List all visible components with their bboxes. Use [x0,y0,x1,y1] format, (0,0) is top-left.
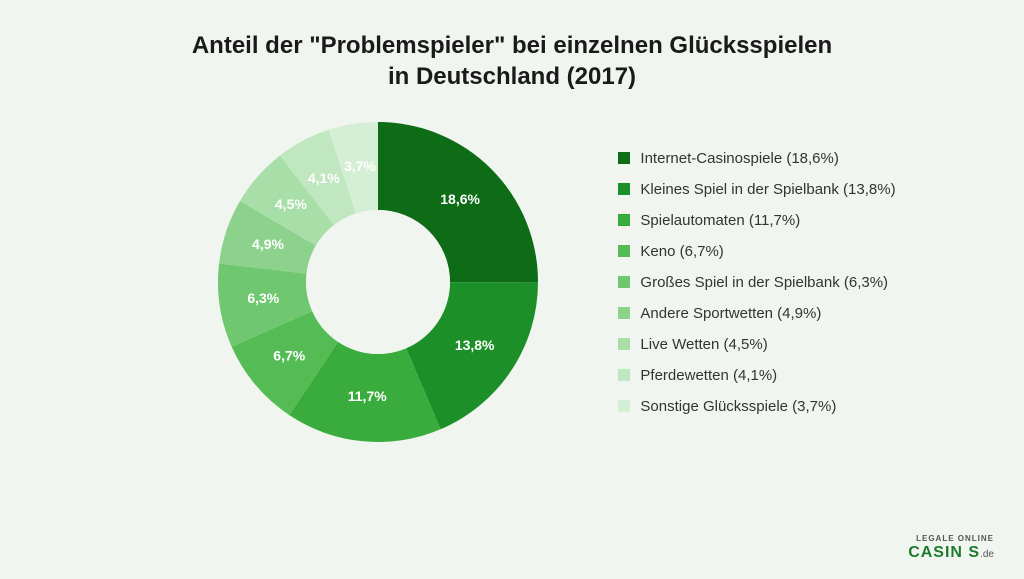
slice-label: 18,6% [441,191,481,207]
slice-label: 4,9% [252,236,284,252]
brand-suffix: .de [980,549,994,560]
donut-chart: 18,6% 13,8% 11,7% 6,7% 6,3% 4,9% 4,5%4,1%3,7% [208,112,548,452]
donut-hole [306,210,450,354]
legend: Internet-Casinospiele (18,6%) Kleines Spi… [618,150,895,415]
brand-logo: LEGALE ONLINE CASIN S.de [908,535,994,561]
slice-label: 3,7% [344,158,376,174]
legend-item: Andere Sportwetten (4,9%) [618,305,895,322]
legend-label: Andere Sportwetten (4,9%) [640,305,821,322]
title-line-1: Anteil der "Problemspieler" bei einzelne… [0,30,1024,61]
legend-swatch [618,183,630,195]
legend-swatch [618,369,630,381]
legend-item: Pferdewetten (4,1%) [618,367,895,384]
legend-item: Spielautomaten (11,7%) [618,212,895,229]
legend-item: Großes Spiel in der Spielbank (6,3%) [618,274,895,291]
legend-label: Live Wetten (4,5%) [640,336,767,353]
legend-swatch [618,152,630,164]
legend-swatch [618,307,630,319]
chart-container: Anteil der "Problemspieler" bei einzelne… [0,0,1024,579]
legend-item: Keno (6,7%) [618,243,895,260]
title-line-2: in Deutschland (2017) [0,61,1024,92]
legend-label: Internet-Casinospiele (18,6%) [640,150,838,167]
legend-label: Kleines Spiel in der Spielbank (13,8%) [640,181,895,198]
legend-label: Spielautomaten (11,7%) [640,212,800,229]
legend-swatch [618,400,630,412]
legend-swatch [618,214,630,226]
slice-label: 13,8% [455,337,495,353]
legend-item: Kleines Spiel in der Spielbank (13,8%) [618,181,895,198]
slice-label: 6,7% [274,348,306,364]
slice-label: 6,3% [248,290,280,306]
brand-main: CASIN S [908,544,980,561]
legend-item: Live Wetten (4,5%) [618,336,895,353]
legend-item: Sonstige Glücksspiele (3,7%) [618,398,895,415]
legend-label: Sonstige Glücksspiele (3,7%) [640,398,836,415]
slice-label: 4,1% [308,171,340,187]
chart-row: 18,6%13,8%11,7%6,7%6,3%4,9%4,5%4,1%3,7% … [0,112,1024,452]
legend-label: Pferdewetten (4,1%) [640,367,777,384]
slice-label: 11,7% [348,389,387,405]
legend-label: Keno (6,7%) [640,243,723,260]
brand-top: LEGALE ONLINE [908,535,994,543]
legend-swatch [618,245,630,257]
slice-label: 4,5% [275,197,307,213]
legend-item: Internet-Casinospiele (18,6%) [618,150,895,167]
chart-title: Anteil der "Problemspieler" bei einzelne… [0,30,1024,92]
legend-swatch [618,338,630,350]
legend-swatch [618,276,630,288]
legend-label: Großes Spiel in der Spielbank (6,3%) [640,274,888,291]
